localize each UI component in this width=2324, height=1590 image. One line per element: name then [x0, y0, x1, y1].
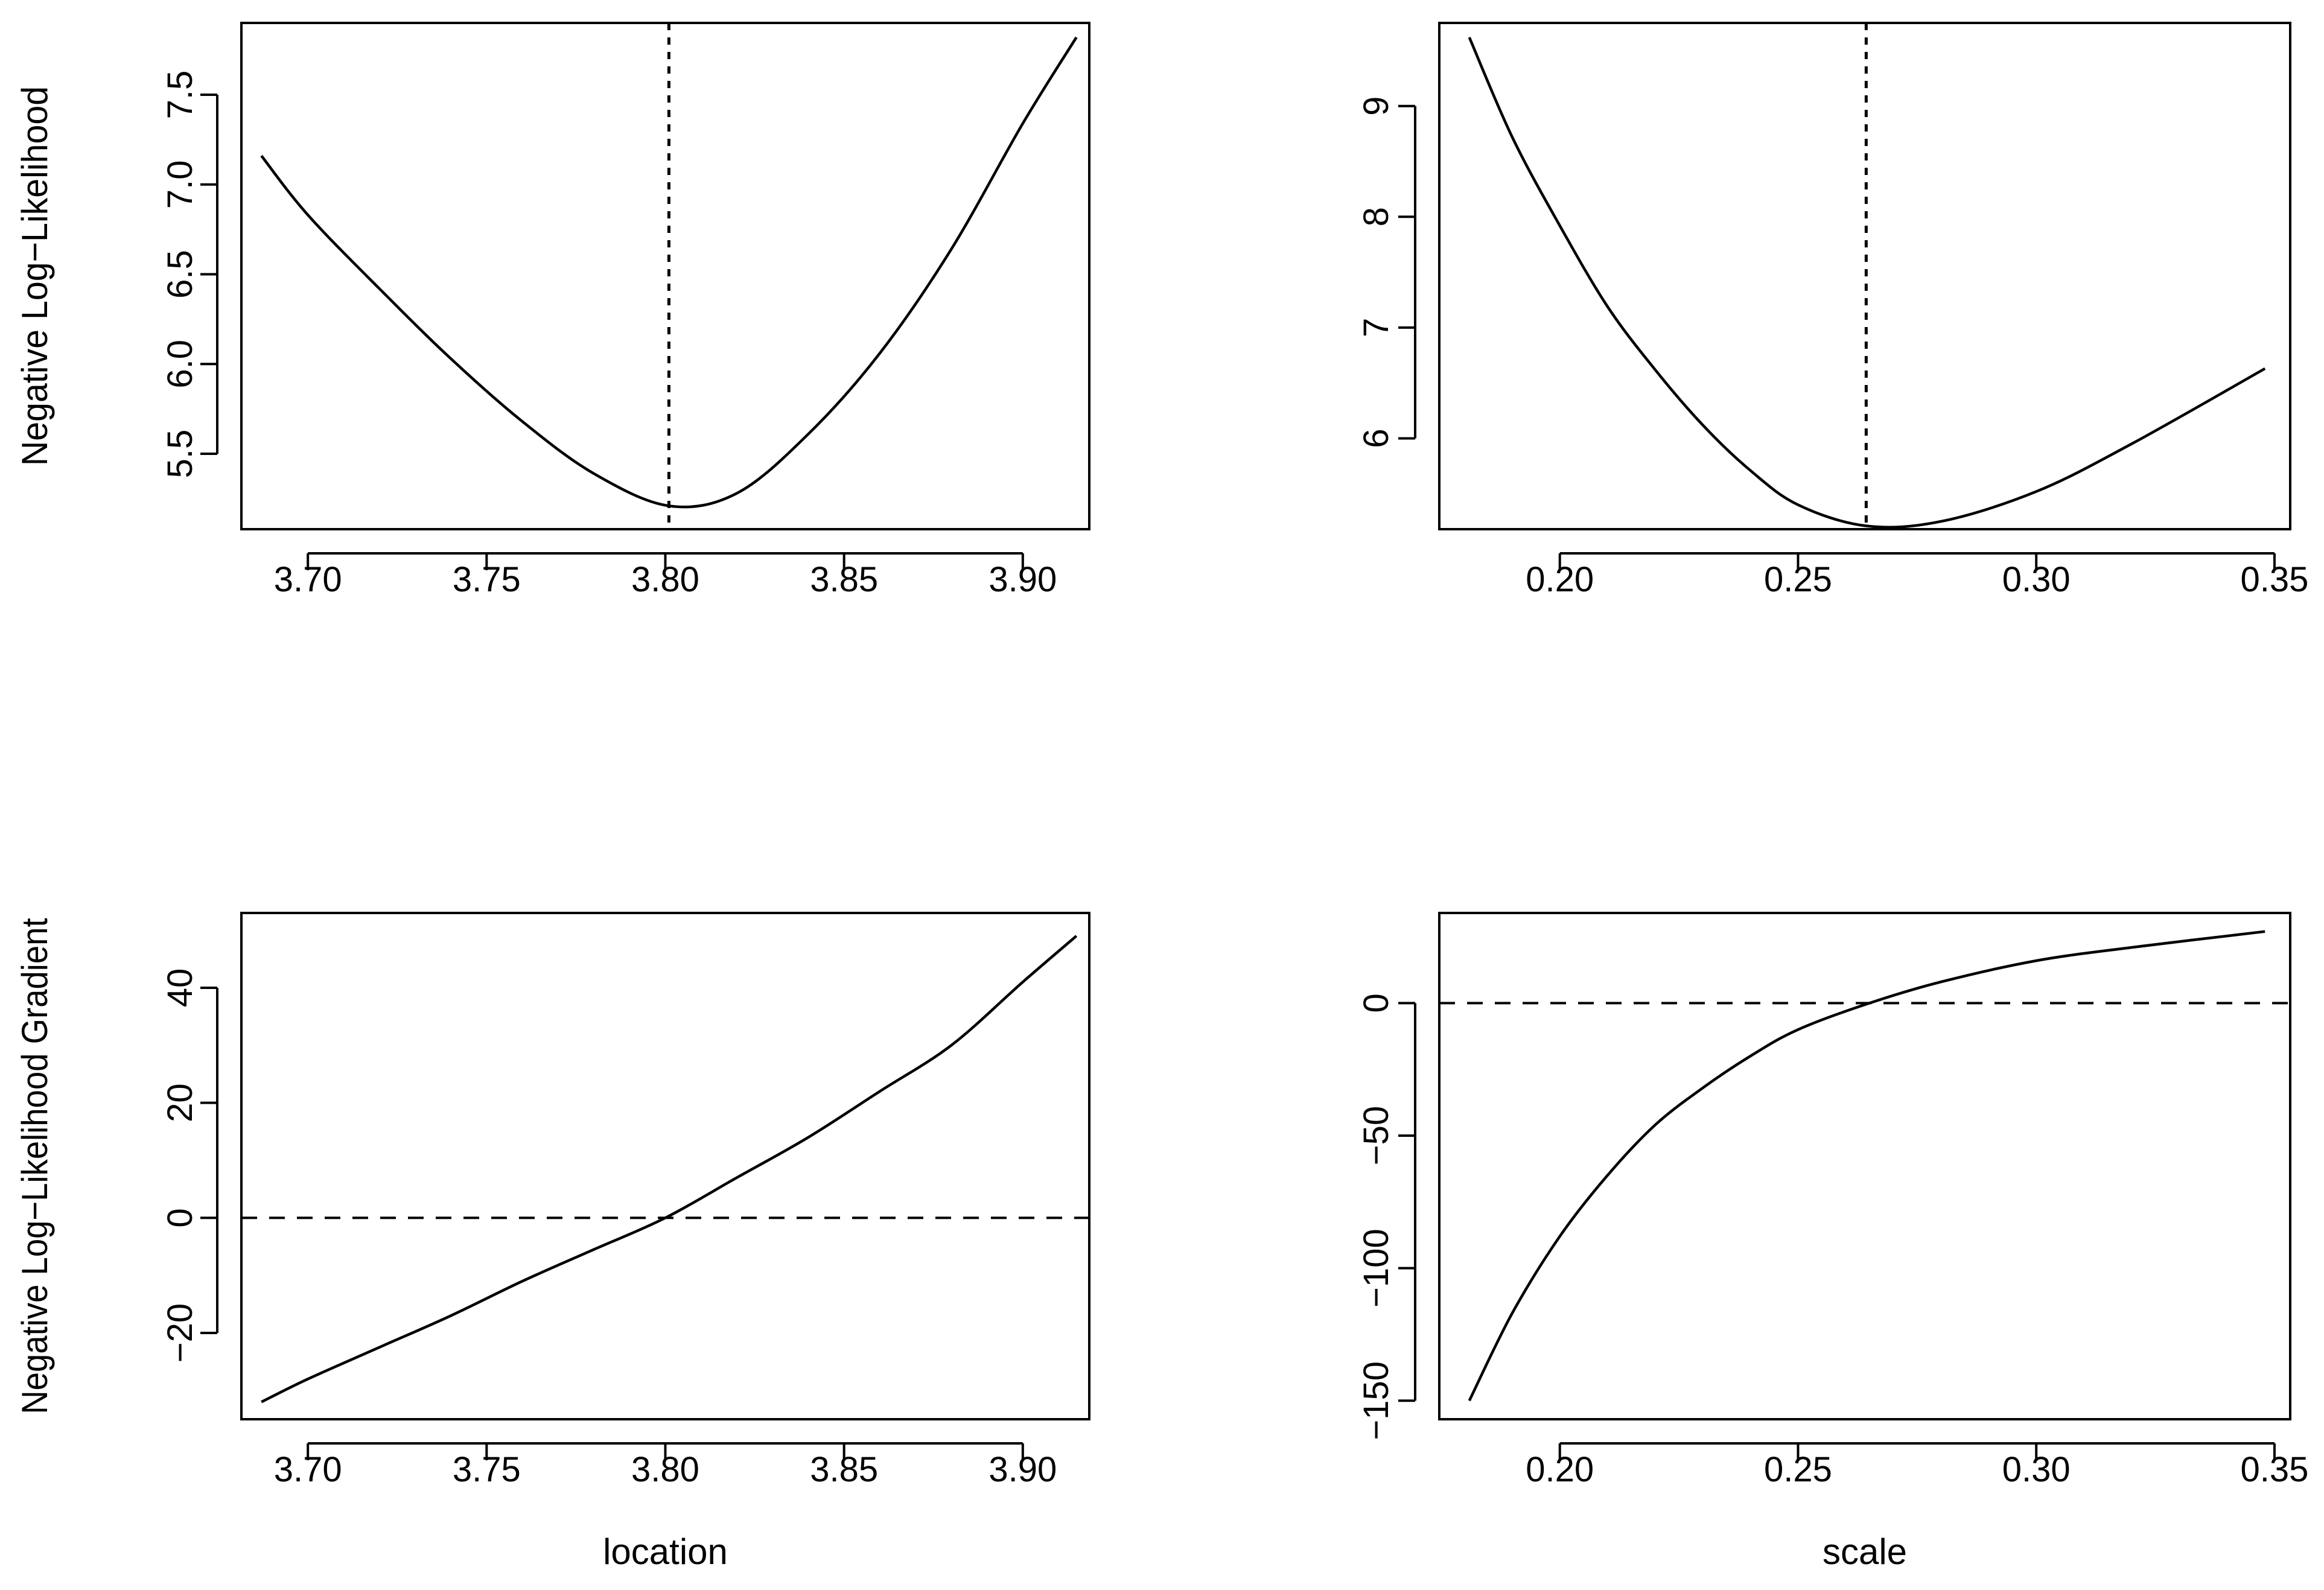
x-tick-label: 0.35 [2241, 560, 2309, 599]
plot-panel-3: 3.70 3.75 3.80 3.85 3.90 −20 0 20 40 Negative Log… [14, 912, 1090, 1572]
x-axis-title: scale [1823, 1531, 1907, 1572]
x-tick-label: 3.85 [810, 1450, 878, 1489]
x-tick-label: 0.20 [1526, 1450, 1594, 1489]
x-tick-label: 0.20 [1526, 560, 1594, 599]
plot-panel-2: 0.20 0.25 0.30 0.35 6 7 8 9 [1357, 22, 2309, 599]
series-line [1468, 37, 2266, 529]
y-axis-title: Negative Log−Likelihood [14, 86, 55, 466]
series-line [1468, 930, 2265, 1402]
x-tick-label: 0.30 [2002, 1450, 2071, 1489]
x-tick-label: 3.90 [988, 1450, 1057, 1489]
x-tick-label: 3.70 [274, 1450, 342, 1489]
y-tick-label: 7 [1357, 318, 1396, 337]
y-tick-label: 0 [1357, 993, 1396, 1013]
y-tick-label: −100 [1357, 1229, 1396, 1308]
y-tick-label: −50 [1357, 1106, 1396, 1165]
x-tick-label: 3.90 [988, 560, 1057, 599]
plot-frame [240, 912, 1090, 1420]
x-tick-label: 0.25 [1764, 1450, 1832, 1489]
x-tick-label: 3.85 [810, 560, 878, 599]
x-tick-label: 0.25 [1764, 560, 1832, 599]
series-line [260, 36, 1078, 509]
y-tick-label: 20 [161, 1083, 200, 1122]
x-tick-label: 3.75 [453, 560, 521, 599]
y-tick-label: 6.5 [161, 250, 200, 299]
x-tick-label: 3.80 [631, 1450, 699, 1489]
x-tick-label: 3.75 [453, 1450, 521, 1489]
x-tick-label: 3.70 [274, 560, 342, 599]
y-tick-label: 6 [1357, 428, 1396, 448]
y-tick-label: 40 [161, 968, 200, 1008]
plot-panel-1: 3.70 3.75 3.80 3.85 3.90 5.5 6.0 6.5 7.0 7.5 Negat… [14, 22, 1090, 599]
y-tick-label: 5.5 [161, 430, 200, 479]
y-tick-label: −150 [1357, 1361, 1396, 1440]
y-axis-title: Negative Log−Likelihood Gradient [14, 918, 55, 1414]
x-tick-label: 0.30 [2002, 560, 2071, 599]
y-tick-label: 8 [1357, 207, 1396, 226]
x-axis-title: location [603, 1531, 728, 1572]
plot-panel-4: 0.20 0.25 0.30 0.35 −150 −100 −50 0 scale [1357, 912, 2309, 1572]
x-tick-label: 0.35 [2241, 1450, 2309, 1489]
y-tick-label: 0 [161, 1208, 200, 1227]
y-tick-label: 7.0 [161, 160, 200, 209]
y-tick-label: 9 [1357, 97, 1396, 116]
x-tick-label: 3.80 [631, 560, 699, 599]
y-tick-label: 6.0 [161, 340, 200, 389]
y-tick-label: −20 [161, 1303, 200, 1363]
series-line [261, 935, 1078, 1404]
plot-frame [1438, 912, 2291, 1420]
plot-frame [240, 22, 1090, 530]
y-tick-label: 7.5 [161, 71, 200, 119]
